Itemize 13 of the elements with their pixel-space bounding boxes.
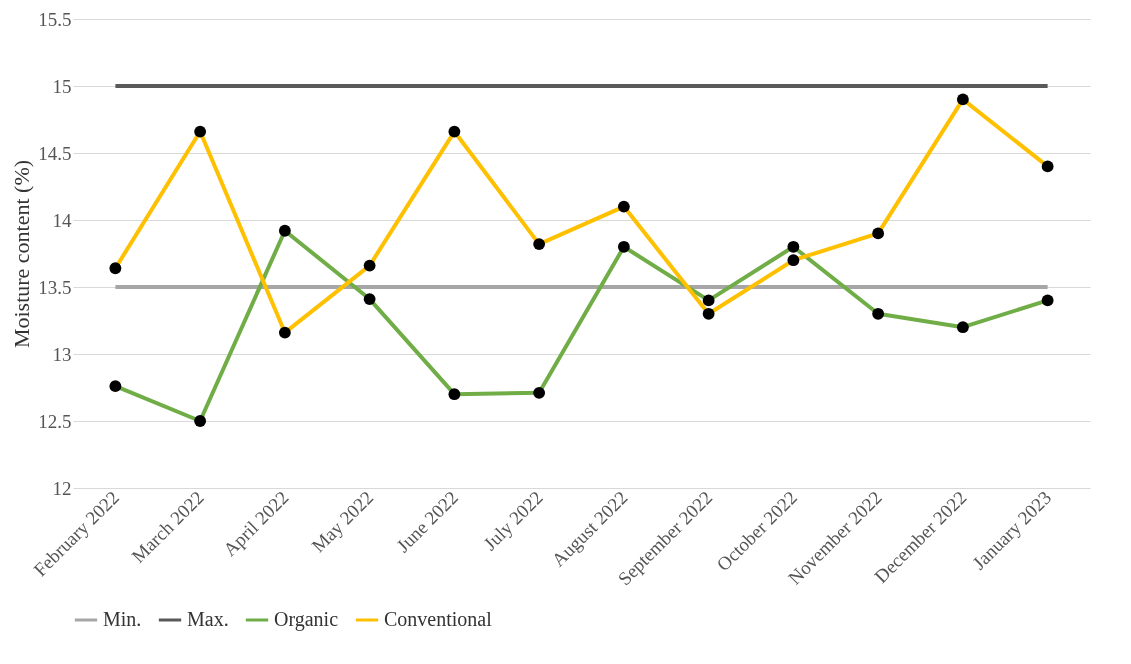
legend-label: Conventional: [384, 608, 493, 630]
legend-label: Max.: [187, 608, 229, 630]
y-tick-label: 13.5: [38, 276, 72, 298]
legend-label: Organic: [274, 608, 339, 631]
legend-label: Min.: [103, 608, 142, 630]
y-axis-title: Moisture content (%): [9, 159, 35, 349]
y-tick-label: 12: [52, 477, 72, 499]
y-tick-label: 14.5: [38, 142, 72, 164]
y-tick-label: 13: [52, 343, 72, 365]
y-tick-label: 12.5: [38, 410, 72, 432]
y-tick-label: 15.5: [38, 8, 72, 30]
y-tick-label: 14: [52, 209, 72, 231]
y-tick-label: 15: [52, 75, 72, 97]
